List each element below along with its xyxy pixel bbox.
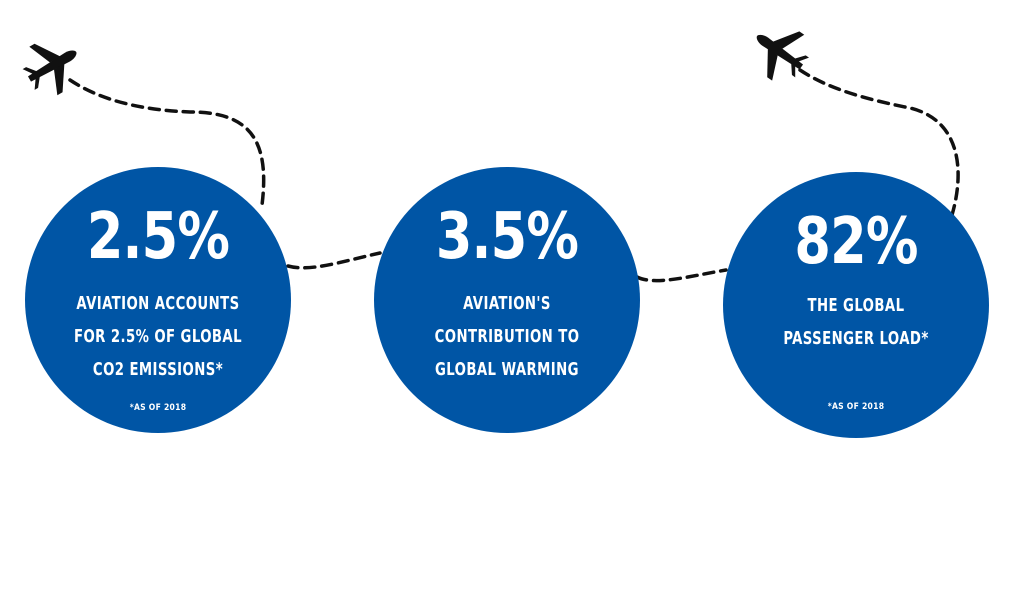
stat-line: FOR 2.5% OF GLOBAL — [74, 326, 242, 347]
airplane-icon-right — [756, 31, 810, 81]
stat-description: AVIATION'S CONTRIBUTION TO GLOBAL WARMIN… — [398, 287, 616, 386]
stat-circle-warming: 3.5% AVIATION'S CONTRIBUTION TO GLOBAL W… — [374, 167, 640, 433]
stat-line: GLOBAL WARMING — [434, 359, 579, 380]
stat-line: PASSENGER LOAD* — [783, 328, 929, 349]
stat-line: THE GLOBAL — [807, 295, 905, 316]
stat-value: 82% — [794, 205, 918, 279]
airplane-icon-left — [22, 43, 77, 96]
stat-value: 3.5% — [435, 200, 579, 274]
stat-description: AVIATION ACCOUNTS FOR 2.5% OF GLOBAL CO2… — [49, 287, 267, 386]
stat-line: CO2 EMISSIONS* — [92, 359, 224, 380]
stat-value: 2.5% — [86, 200, 230, 274]
stat-circle-passenger-load: 82% THE GLOBAL PASSENGER LOAD* *AS OF 20… — [723, 172, 989, 438]
stat-line: CONTRIBUTION TO — [434, 326, 580, 347]
flight-path-connector-1 — [286, 251, 382, 270]
stat-circle-emissions: 2.5% AVIATION ACCOUNTS FOR 2.5% OF GLOBA… — [25, 167, 291, 433]
flight-path-left — [68, 78, 266, 207]
stat-footnote: *AS OF 2018 — [129, 403, 187, 413]
stat-description: THE GLOBAL PASSENGER LOAD* — [747, 289, 965, 355]
flight-path-connector-2 — [635, 268, 728, 283]
stat-line: AVIATION ACCOUNTS — [76, 293, 240, 314]
stat-line: AVIATION'S — [463, 293, 551, 314]
stat-footnote: *AS OF 2018 — [827, 402, 885, 412]
flight-path-right — [798, 68, 960, 217]
